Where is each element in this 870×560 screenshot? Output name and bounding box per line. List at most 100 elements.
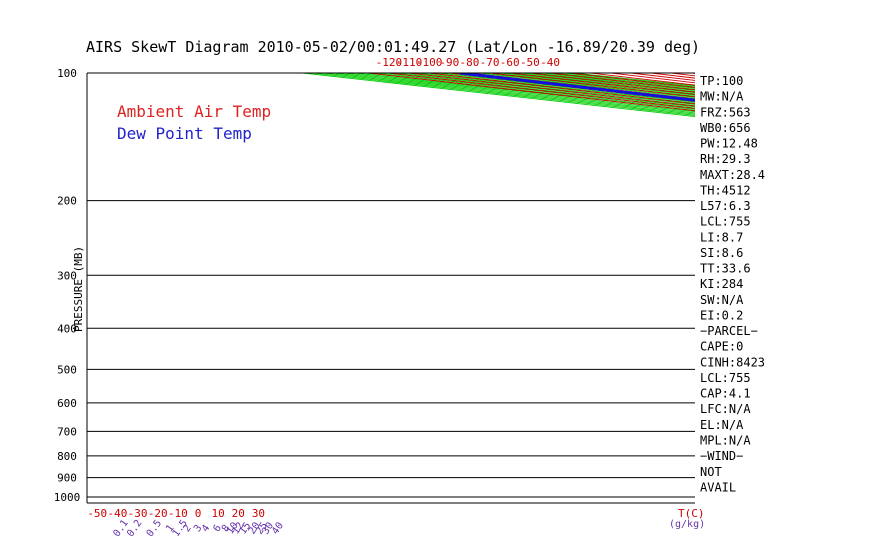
chart-title: AIRS SkewT Diagram 2010-05-02/00:01:49.2…: [86, 38, 700, 56]
stability-index-item: PW:12.48: [700, 137, 758, 151]
sounding-series: [459, 73, 695, 102]
isotherm-line: [566, 73, 695, 88]
dry-adiabat-line: [413, 73, 695, 104]
mixing-ratio-label: 6: [211, 523, 223, 534]
dry-adiabat-line: [309, 73, 695, 116]
pressure-tick-label: 500: [57, 363, 77, 376]
bottom-temp-tick-label: 30: [252, 507, 265, 520]
dry-adiabat-line: [434, 73, 695, 102]
stability-index-item: EI:0.2: [700, 308, 743, 322]
stability-index-item: CAP:4.1: [700, 387, 751, 401]
top-temp-tick-label: -90: [439, 56, 459, 69]
mixing-ratio-label: 3: [192, 523, 204, 534]
stability-index-item: LFC:N/A: [700, 402, 751, 416]
pressure-tick-label: 900: [57, 472, 77, 485]
dry-adiabat-line: [444, 73, 695, 101]
stability-index-item: RH:29.3: [700, 152, 751, 166]
top-temp-tick-label: -50: [520, 56, 540, 69]
dry-adiabat-line: [465, 73, 695, 98]
legend: Ambient Air Temp Dew Point Temp: [117, 102, 271, 143]
pressure-tick-label: 1000: [54, 491, 81, 504]
mixing-ratio-label: 40: [270, 520, 286, 536]
top-temp-tick-label: -60: [500, 56, 520, 69]
top-temp-tick-label: -40: [540, 56, 560, 69]
stability-index-item: MAXT:28.4: [700, 168, 765, 182]
x-axis-label: T(C): [678, 507, 705, 520]
isotherm-line: [485, 73, 695, 98]
stability-index-item: CINH:8423: [700, 355, 765, 369]
top-temp-tick-label: -110: [396, 56, 423, 69]
dry-adiabat-line: [402, 73, 695, 105]
pressure-tick-label: 800: [57, 450, 77, 463]
isotherm-line: [505, 73, 695, 95]
pressure-tick-label: 400: [57, 322, 77, 335]
dewpoint-upper-segment: [459, 73, 695, 102]
top-temp-tick-label: -100: [416, 56, 443, 69]
dry-adiabat-line: [361, 73, 695, 110]
legend-item-dew-point-temp: Dew Point Temp: [117, 124, 252, 143]
dry-adiabat-line: [569, 73, 695, 87]
dry-adiabat-line: [548, 73, 695, 89]
bottom-temp-tick-label: 10: [212, 507, 225, 520]
dry-adiabat-line: [423, 73, 695, 103]
bottom-temp-tick-label: 0: [195, 507, 202, 520]
stability-index-item: WB0:656: [700, 121, 751, 135]
dry-adiabat-line: [329, 73, 695, 114]
dry-adiabat-line: [350, 73, 695, 111]
stability-index-item: FRZ:563: [700, 105, 751, 119]
dry-adiabat-line: [475, 73, 695, 97]
dry-adiabat-line: [382, 73, 695, 108]
stability-index-item: −WIND−: [700, 449, 743, 463]
pressure-tick-label: 100: [57, 67, 77, 80]
stability-index-item: LCL:755: [700, 215, 751, 229]
stability-index-item: MW:N/A: [700, 90, 744, 104]
mixing-ratio-label: 8: [220, 523, 232, 534]
mixing-ratio-label: 4: [200, 523, 212, 534]
isotherm-line: [425, 73, 695, 105]
dry-adiabat-line: [517, 73, 695, 93]
mixing-ratio-label: 1: [164, 523, 176, 534]
bottom-temp-tick-label: -30: [128, 507, 148, 520]
isotherm-line: [525, 73, 695, 93]
pressure-tick-label: 200: [57, 195, 77, 208]
isotherm-line: [364, 73, 695, 112]
stability-index-item: TT:33.6: [700, 262, 751, 276]
stability-index-item: LCL:755: [700, 371, 751, 385]
top-temp-tick-label: -70: [480, 56, 500, 69]
stability-index-item: LI:8.7: [700, 230, 743, 244]
top-temp-tick-label: -80: [459, 56, 479, 69]
bottom-temp-tick-label: -50: [87, 507, 107, 520]
y-axis-label: PRESSURE (MB): [72, 246, 85, 332]
isotherm-line: [546, 73, 695, 91]
dry-adiabat-line: [298, 73, 695, 118]
bottom-temp-tick-label: 20: [232, 507, 245, 520]
stability-index-item: SW:N/A: [700, 293, 744, 307]
dry-adiabat-line: [496, 73, 695, 95]
pressure-tick-label: 700: [57, 425, 77, 438]
stability-index-item: NOT: [700, 465, 722, 479]
isotherm-line: [445, 73, 695, 102]
temperature-profile-line: [467, 73, 695, 100]
dry-adiabat-line: [559, 73, 695, 88]
mixing-ratio-unit-label: (g/kg): [669, 519, 705, 530]
dry-adiabat-line: [340, 73, 695, 113]
stability-index-item: MPL:N/A: [700, 433, 751, 447]
dry-adiabat-line: [371, 73, 695, 109]
stability-index-item: EL:N/A: [700, 418, 744, 432]
dry-adiabat-line: [455, 73, 695, 99]
pressure-tick-label: 600: [57, 397, 77, 410]
grid-lines: [298, 64, 870, 506]
dry-adiabat-line: [528, 73, 695, 91]
isotherm-line: [650, 64, 870, 506]
top-temp-tick-label: -120: [376, 56, 403, 69]
bottom-temp-tick-label: -40: [107, 507, 127, 520]
stability-index-item: KI:284: [700, 277, 743, 291]
dewpoint-profile-line: [459, 73, 695, 101]
isotherm-line: [384, 73, 695, 109]
dry-adiabat-line: [538, 73, 695, 90]
mixing-ratio-label: 2: [181, 523, 193, 534]
stability-index-item: TP:100: [700, 74, 743, 88]
dry-adiabat-line: [392, 73, 695, 107]
